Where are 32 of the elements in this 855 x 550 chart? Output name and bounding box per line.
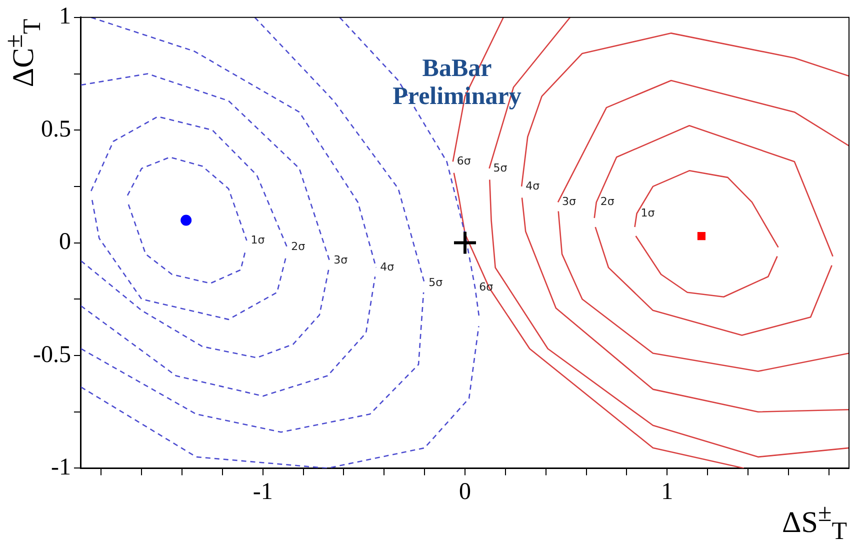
line-series xyxy=(80,260,330,358)
annotation: 2σ xyxy=(291,240,306,254)
x-tick-label: -1 xyxy=(252,478,273,505)
y-tick-label: -0.5 xyxy=(32,342,71,368)
line-series xyxy=(91,199,287,320)
annotation: 2σ xyxy=(600,195,614,208)
line-series xyxy=(90,116,288,248)
annotation: 5σ xyxy=(428,276,443,290)
annotation: 4σ xyxy=(380,260,394,274)
point xyxy=(180,214,192,226)
annotation: 3σ xyxy=(334,254,348,267)
point xyxy=(454,232,476,254)
line-series xyxy=(90,17,377,268)
x-tick-label: 1 xyxy=(661,478,674,505)
annotation: 5σ xyxy=(493,161,508,174)
annotation: 3σ xyxy=(562,195,576,208)
y-tick-label: 0.5 xyxy=(40,116,71,142)
line-series xyxy=(126,156,248,242)
annotation: 1σ xyxy=(250,233,265,246)
annotation: 4σ xyxy=(526,179,540,192)
line-series xyxy=(80,73,330,262)
annotation: 1σ xyxy=(640,206,655,220)
line-series xyxy=(128,204,246,284)
y-tick-label: -1 xyxy=(50,454,71,480)
y-tick-label: 1 xyxy=(58,4,71,30)
annotation: 6σ xyxy=(456,154,471,168)
y-tick-label: 0 xyxy=(58,229,71,256)
line-series xyxy=(80,326,480,468)
x-tick-label: 0 xyxy=(458,478,471,505)
line-series xyxy=(80,292,424,433)
line-series xyxy=(80,276,376,397)
point xyxy=(697,232,706,240)
